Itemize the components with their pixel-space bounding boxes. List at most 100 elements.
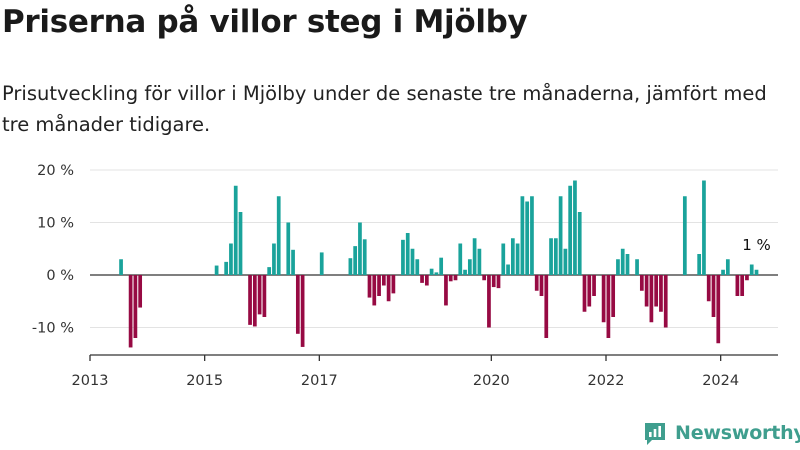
bar [639,275,644,291]
bar [754,269,759,275]
newsworthy-brand[interactable]: Newsworthy [642,418,800,448]
bar [573,180,577,275]
bar [358,222,362,275]
bar [491,275,496,288]
bar [128,275,133,348]
bar [582,275,587,312]
bar [577,212,582,275]
bar [272,243,276,275]
bar [740,275,745,296]
newsworthy-logo-icon [645,423,665,445]
bar [372,275,377,306]
bar [439,257,444,275]
bar [353,246,358,275]
bar [362,239,367,275]
annotations: 1 % [742,236,771,254]
newsworthy-logo-text: Newsworthy [675,422,800,444]
bar [257,275,262,315]
bar [635,259,639,275]
bar [520,196,525,275]
x-tick-label: 2013 [72,373,109,389]
bar [558,196,563,275]
bar [682,196,687,275]
chart-title: Priserna på villor steg i Mjölby [2,4,528,40]
bar [453,275,458,281]
bar [549,238,553,275]
bar [444,275,448,306]
bar [458,243,463,275]
bar [539,275,544,296]
bar [697,254,702,275]
bar [568,185,573,275]
bar [625,254,630,275]
bar [262,275,267,317]
bar [367,275,372,298]
bar [434,272,439,275]
bar [224,261,229,275]
bar [405,233,410,275]
bar [276,196,281,275]
bar [448,275,453,282]
bar [553,238,558,275]
grid-lines [90,169,778,328]
bar [749,264,754,275]
bar [725,259,730,275]
bar [377,275,381,296]
bar [654,275,659,307]
bar [663,275,668,328]
bar [563,248,568,275]
bar [487,275,491,328]
bar [496,275,501,289]
bar [587,275,592,307]
bar [534,275,539,291]
bar [391,275,396,294]
bar [295,275,300,334]
bar [467,259,472,275]
bar [386,275,391,302]
bar [381,275,386,286]
bar [510,238,515,275]
bar [472,238,477,275]
bar [606,275,611,338]
bar [721,269,725,275]
bar [410,248,415,275]
bar [659,275,663,312]
bar [706,275,711,302]
bar [592,275,596,296]
bar [286,222,291,275]
bar [482,275,487,281]
y-tick-label: 0 % [46,268,74,284]
bar [702,180,706,275]
bar [616,259,620,275]
bar [248,275,252,325]
bar [133,275,138,338]
bar [611,275,616,317]
bar [300,275,305,347]
bar [506,264,510,275]
bar [525,201,530,275]
bar [530,196,534,275]
bar [601,275,606,323]
bar [711,275,716,317]
bar [238,212,243,275]
y-tick-label: -10 % [32,321,74,337]
bars [119,180,759,348]
bar [267,267,272,275]
bar [515,243,520,275]
x-tick-label: 2022 [588,373,625,389]
bar-chart: 20 % 10 % 0 % -10 % 1 % 2013 2015 2017 2020 202… [32,163,778,389]
bar [415,259,420,275]
bar [501,243,506,275]
bar [735,275,740,296]
bar [291,249,295,275]
bar [214,265,219,275]
x-tick-label: 2024 [702,373,739,389]
bar [544,275,549,338]
bar [401,239,405,275]
bar [644,275,649,307]
bar [745,275,749,281]
x-tick-label: 2020 [473,373,510,389]
latest-value-label: 1 % [742,236,771,254]
x-tick-label: 2017 [301,373,338,389]
bar [138,275,143,308]
